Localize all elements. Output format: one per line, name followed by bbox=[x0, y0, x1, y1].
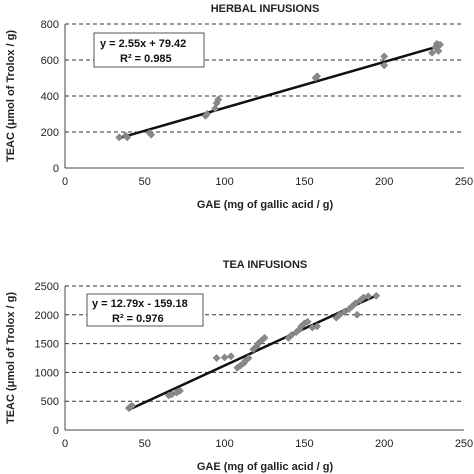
trendline bbox=[117, 44, 441, 140]
data-point bbox=[428, 48, 437, 57]
chart-tea-infusions: TEA INFUSIONS 0 500 1000 1500 2000 2500 0 50 10… bbox=[5, 259, 473, 473]
chart-title: TEA INFUSIONS bbox=[223, 259, 308, 271]
y-axis-label: TEAC (μmol of Trolox / g) bbox=[5, 292, 17, 424]
data-point bbox=[244, 354, 253, 362]
data-point bbox=[380, 52, 389, 61]
data-points bbox=[115, 39, 445, 142]
data-point bbox=[313, 322, 322, 331]
data-points bbox=[124, 291, 381, 413]
x-tick-label: 150 bbox=[295, 176, 313, 188]
y-tick-label: 400 bbox=[41, 91, 59, 103]
y-tick-label: 2500 bbox=[35, 281, 59, 293]
data-point bbox=[380, 61, 389, 70]
data-point bbox=[212, 354, 221, 362]
chart-title: HERBAL INFUSIONS bbox=[211, 3, 320, 15]
x-tick-label: 50 bbox=[139, 176, 151, 188]
data-point bbox=[436, 40, 445, 49]
y-tick-labels: 0 500 1000 1500 2000 2500 bbox=[35, 281, 59, 437]
x-tick-label: 250 bbox=[455, 438, 473, 450]
x-tick-label: 100 bbox=[215, 438, 233, 450]
y-tick-label: 500 bbox=[41, 396, 59, 408]
x-tick-labels: 0 50 100 150 200 250 bbox=[62, 176, 473, 188]
x-tick-labels: 0 50 100 150 200 250 bbox=[62, 438, 473, 450]
data-point bbox=[128, 401, 136, 410]
data-point bbox=[313, 72, 322, 81]
equation-text: y = 2.55x + 79.42 bbox=[100, 38, 186, 50]
data-point bbox=[351, 299, 360, 308]
data-point bbox=[335, 310, 344, 319]
r-squared-text: R² = 0.976 bbox=[112, 313, 164, 325]
y-tick-label: 2000 bbox=[35, 310, 59, 322]
data-point bbox=[203, 110, 211, 118]
data-point bbox=[353, 310, 362, 319]
y-tick-label: 800 bbox=[41, 19, 59, 31]
x-tick-label: 200 bbox=[375, 438, 393, 450]
equation-box: y = 12.79x - 159.18 R² = 0.976 bbox=[86, 293, 204, 327]
x-axis-label: GAE (mg of gallic acid / g) bbox=[197, 461, 334, 473]
x-tick-label: 0 bbox=[62, 176, 68, 188]
x-tick-label: 100 bbox=[215, 176, 233, 188]
data-point bbox=[123, 133, 132, 142]
y-tick-label: 0 bbox=[53, 163, 59, 175]
x-tick-label: 250 bbox=[455, 176, 473, 188]
data-point bbox=[214, 95, 223, 104]
r-squared-text: R² = 0.985 bbox=[120, 53, 172, 65]
y-tick-labels: 0 200 400 600 800 bbox=[41, 19, 59, 175]
y-axis-label: TEAC (μmol of Trolox / g) bbox=[5, 30, 17, 162]
data-point bbox=[434, 47, 443, 55]
data-point bbox=[287, 331, 296, 339]
equation-box: y = 2.55x + 79.42 R² = 0.985 bbox=[93, 32, 205, 68]
gridlines bbox=[65, 285, 464, 402]
x-tick-label: 50 bbox=[139, 438, 151, 450]
x-tick-label: 150 bbox=[295, 438, 313, 450]
data-point bbox=[147, 130, 156, 139]
x-axis-label: GAE (mg of gallic acid / g) bbox=[197, 199, 334, 211]
data-point bbox=[175, 386, 184, 395]
y-tick-label: 1000 bbox=[35, 367, 59, 379]
y-tick-label: 1500 bbox=[35, 339, 59, 351]
trendline bbox=[128, 294, 377, 411]
data-point bbox=[220, 353, 229, 362]
data-point bbox=[115, 133, 124, 142]
data-point bbox=[303, 317, 312, 326]
y-tick-label: 0 bbox=[53, 425, 59, 437]
data-point bbox=[340, 307, 349, 316]
data-point bbox=[364, 292, 373, 301]
equation-text: y = 12.79x - 159.18 bbox=[92, 298, 188, 310]
data-point bbox=[227, 352, 235, 361]
data-point bbox=[260, 333, 269, 342]
chart-herbal-infusions: HERBAL INFUSIONS 0 200 400 600 800 0 50 100 150… bbox=[5, 3, 473, 211]
y-tick-label: 200 bbox=[41, 127, 59, 139]
y-tick-label: 600 bbox=[41, 55, 59, 67]
x-tick-label: 200 bbox=[375, 176, 393, 188]
x-tick-label: 0 bbox=[62, 438, 68, 450]
data-point bbox=[372, 291, 381, 300]
